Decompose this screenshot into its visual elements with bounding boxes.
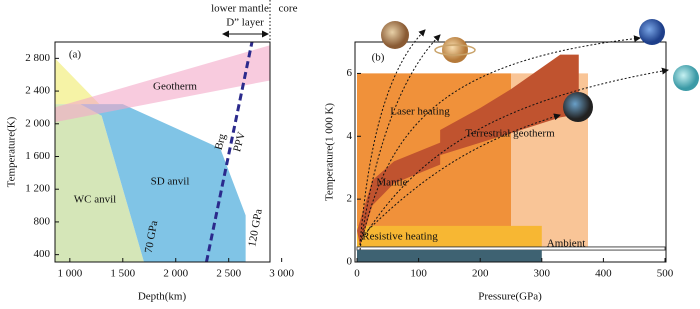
dotted-arrow	[364, 67, 669, 236]
x-tick-label: 2 000	[163, 268, 188, 280]
region-label: WC anvil	[74, 194, 116, 206]
panel: Laser heating Resistive heating Ambient Ter…	[324, 41, 674, 303]
y-tick-label: 800	[34, 215, 51, 227]
plot-frame	[354, 41, 667, 263]
y-tick-label: 1 600	[25, 150, 50, 162]
x-tick-label: 400	[595, 268, 612, 280]
region-label: Geotherm	[153, 81, 197, 93]
region-label: SD anvil	[151, 176, 190, 188]
region-label: Resistive heating	[362, 231, 438, 243]
planet	[563, 92, 593, 122]
x-tick-label: 1 000	[57, 268, 82, 280]
region	[55, 58, 100, 105]
x-tick-label: 0	[354, 268, 360, 280]
panel-label: (a)	[69, 49, 82, 61]
dashed-line	[204, 41, 254, 263]
annotation: D” layer	[226, 17, 264, 29]
planet-ring	[434, 44, 476, 56]
y-tick-label: 6	[347, 67, 353, 79]
y-tick-label: 2 400	[25, 85, 50, 97]
annotation: Brg	[213, 132, 229, 151]
panel-label: (b)	[372, 52, 385, 64]
y-axis-label: Temperature(1 000 K)	[324, 103, 336, 202]
planet	[381, 21, 409, 49]
y-tick-label: 1 200	[25, 183, 50, 195]
x-axis-label: Depth(km)	[138, 291, 187, 303]
panels: WC anvil SD anvil Geotherm 1 000 1 500 2 000 2…	[6, 3, 674, 303]
region	[357, 54, 579, 247]
y-tick-label: 2	[347, 193, 353, 205]
region	[55, 45, 270, 123]
x-tick-label: 3 000	[269, 268, 294, 280]
planet	[639, 19, 665, 45]
region-label: Ambient	[547, 238, 586, 250]
annotation: lower mantle	[211, 3, 269, 15]
annotation: core	[279, 3, 298, 15]
region-label: Laser heating	[390, 106, 450, 118]
y-tick-label: 4	[347, 130, 353, 142]
annotation: PPV	[231, 131, 248, 154]
planet	[673, 65, 699, 91]
region	[356, 246, 666, 251]
annotation: 70 GPa	[143, 220, 161, 254]
x-axis-label: Pressure(GPa)	[478, 291, 542, 303]
decorations	[222, 0, 699, 262]
y-tick-label: 400	[34, 248, 51, 260]
annotation: 120 GPa	[246, 208, 264, 248]
x-tick-label: 500	[657, 268, 674, 280]
region-label: Terrestrial geotherm	[465, 128, 555, 140]
dotted-arrow	[359, 34, 441, 251]
panel: WC anvil SD anvil Geotherm 1 000 1 500 2 000 2…	[6, 3, 298, 303]
dotted-arrow	[359, 29, 426, 246]
x-tick-label: 200	[472, 268, 489, 280]
region	[80, 104, 246, 263]
x-tick-label: 2 500	[216, 268, 241, 280]
y-tick-label: 0	[347, 256, 353, 268]
y-tick-label: 2 800	[25, 52, 50, 64]
x-tick-label: 300	[534, 268, 551, 280]
y-tick-label: 2 000	[25, 117, 50, 129]
region	[357, 250, 542, 262]
planet	[442, 37, 468, 63]
region	[55, 104, 144, 263]
x-tick-label: 100	[410, 268, 427, 280]
y-axis-label: Temperature(K)	[6, 116, 18, 187]
annotation: Mantle	[376, 177, 407, 189]
x-tick-label: 1 500	[110, 268, 135, 280]
region	[357, 225, 542, 248]
dotted-arrow	[361, 35, 641, 241]
